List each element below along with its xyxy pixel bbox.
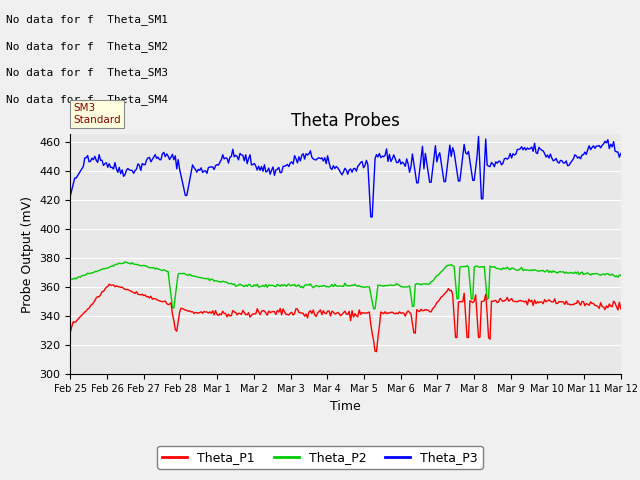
Theta_P1	[543, 298, 551, 304]
Theta_P1	[106, 281, 113, 287]
Text: SM3
Standard: SM3 Standard	[74, 103, 121, 125]
Theta_P3	[617, 151, 625, 156]
Theta_P3	[102, 160, 110, 166]
Theta_P3	[460, 142, 468, 147]
X-axis label: Time: Time	[330, 400, 361, 413]
Theta_P1	[102, 284, 110, 290]
Theta_P1	[372, 349, 380, 355]
Text: No data for f  Theta_SM3: No data for f Theta_SM3	[6, 67, 168, 78]
Legend: Theta_P1, Theta_P2, Theta_P3: Theta_P1, Theta_P2, Theta_P3	[157, 446, 483, 469]
Theta_P2	[351, 281, 359, 287]
Theta_P2	[616, 272, 623, 278]
Theta_P2	[543, 267, 551, 273]
Theta_P3	[616, 155, 623, 160]
Theta_P2	[121, 259, 129, 264]
Theta_P3	[85, 159, 93, 165]
Theta_P2	[67, 276, 74, 282]
Theta_P1	[616, 300, 623, 305]
Theta_P3	[67, 192, 74, 198]
Text: No data for f  Theta_SM2: No data for f Theta_SM2	[6, 41, 168, 52]
Theta_P2	[370, 306, 378, 312]
Theta_P2	[617, 273, 625, 278]
Theta_P2	[102, 265, 110, 271]
Theta_P1	[617, 306, 625, 312]
Theta_P1	[67, 329, 74, 335]
Title: Theta Probes: Theta Probes	[291, 112, 400, 130]
Theta_P1	[351, 311, 359, 316]
Theta_P2	[461, 264, 469, 269]
Theta_P3	[475, 133, 483, 139]
Theta_P2	[85, 271, 93, 276]
Theta_P1	[461, 313, 469, 319]
Line: Theta_P2: Theta_P2	[70, 262, 621, 309]
Line: Theta_P1: Theta_P1	[70, 284, 621, 352]
Text: No data for f  Theta_SM1: No data for f Theta_SM1	[6, 14, 168, 25]
Theta_P1	[85, 305, 93, 311]
Line: Theta_P3: Theta_P3	[70, 136, 621, 217]
Theta_P3	[543, 152, 551, 158]
Theta_P3	[349, 166, 357, 171]
Y-axis label: Probe Output (mV): Probe Output (mV)	[21, 196, 34, 313]
Text: No data for f  Theta_SM4: No data for f Theta_SM4	[6, 94, 168, 105]
Theta_P3	[367, 214, 374, 220]
